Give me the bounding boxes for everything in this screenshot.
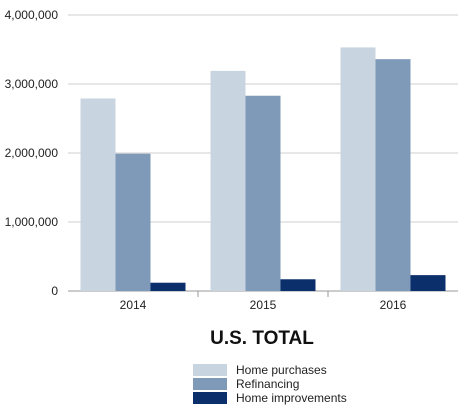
bar (280, 279, 316, 291)
bar (210, 70, 246, 291)
y-tick-label: 2,000,000 (5, 146, 59, 160)
bars (80, 47, 446, 292)
bar (410, 275, 446, 291)
y-axis-tick-labels: 0 1,000,000 2,000,000 3,000,000 4,000,000 (5, 8, 59, 298)
y-tick-label: 0 (51, 284, 58, 298)
bar (115, 153, 151, 291)
y-tick-label: 3,000,000 (5, 77, 59, 91)
legend-label: Refinancing (236, 377, 299, 391)
bar (375, 59, 411, 291)
chart-title: U.S. TOTAL (210, 328, 314, 349)
bar (245, 95, 281, 291)
bar (150, 282, 186, 291)
legend-swatch (193, 392, 227, 404)
y-tick-label: 1,000,000 (5, 215, 59, 229)
x-tick-label: 2015 (250, 298, 277, 312)
x-tick-label: 2014 (120, 298, 147, 312)
legend-swatch (193, 364, 227, 376)
legend-label: Home purchases (236, 363, 327, 377)
x-axis-tick-labels: 2014 2015 2016 (120, 291, 407, 312)
bar (340, 47, 376, 292)
legend-label: Home improvements (236, 391, 347, 405)
y-tick-label: 4,000,000 (5, 8, 59, 22)
x-tick-label: 2016 (380, 298, 407, 312)
bar (80, 98, 116, 292)
legend-swatch (193, 378, 227, 390)
